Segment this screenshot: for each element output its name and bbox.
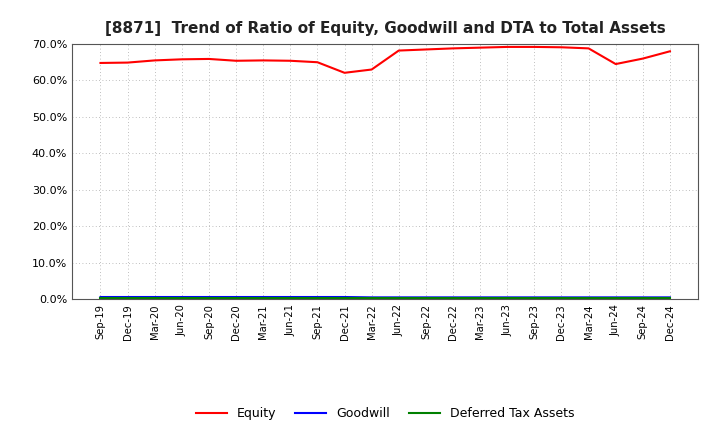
Goodwill (204, 294, 213, 300)
Equity (503, 44, 511, 50)
Equity (557, 44, 566, 50)
Deferred Tax Assets (530, 295, 539, 301)
Deferred Tax Assets (395, 295, 403, 301)
Deferred Tax Assets (178, 295, 186, 301)
Goodwill (367, 295, 376, 300)
Title: [8871]  Trend of Ratio of Equity, Goodwill and DTA to Total Assets: [8871] Trend of Ratio of Equity, Goodwil… (105, 21, 665, 36)
Goodwill (503, 295, 511, 300)
Goodwill (476, 295, 485, 300)
Goodwill (286, 294, 294, 300)
Deferred Tax Assets (584, 295, 593, 301)
Goodwill (665, 295, 674, 300)
Goodwill (96, 294, 105, 300)
Goodwill (259, 294, 268, 300)
Equity (449, 46, 457, 51)
Deferred Tax Assets (611, 295, 620, 301)
Goodwill (313, 294, 322, 300)
Deferred Tax Assets (96, 295, 105, 301)
Equity (123, 60, 132, 65)
Equity (204, 56, 213, 62)
Equity (232, 58, 240, 63)
Equity (341, 70, 349, 75)
Equity (96, 60, 105, 66)
Goodwill (123, 294, 132, 300)
Equity (611, 62, 620, 67)
Goodwill (341, 294, 349, 300)
Deferred Tax Assets (639, 295, 647, 301)
Goodwill (421, 295, 430, 300)
Equity (639, 56, 647, 61)
Deferred Tax Assets (286, 295, 294, 301)
Goodwill (178, 294, 186, 300)
Deferred Tax Assets (123, 295, 132, 301)
Goodwill (395, 295, 403, 300)
Deferred Tax Assets (313, 295, 322, 301)
Goodwill (232, 294, 240, 300)
Goodwill (150, 294, 159, 300)
Goodwill (557, 295, 566, 300)
Deferred Tax Assets (204, 295, 213, 301)
Deferred Tax Assets (421, 295, 430, 301)
Line: Equity: Equity (101, 47, 670, 73)
Equity (313, 59, 322, 65)
Legend: Equity, Goodwill, Deferred Tax Assets: Equity, Goodwill, Deferred Tax Assets (191, 403, 580, 425)
Equity (395, 48, 403, 53)
Equity (665, 49, 674, 54)
Equity (421, 47, 430, 52)
Equity (178, 57, 186, 62)
Deferred Tax Assets (449, 295, 457, 301)
Goodwill (584, 295, 593, 300)
Equity (530, 44, 539, 50)
Equity (259, 58, 268, 63)
Goodwill (449, 295, 457, 300)
Deferred Tax Assets (476, 295, 485, 301)
Equity (476, 45, 485, 50)
Deferred Tax Assets (341, 295, 349, 301)
Goodwill (530, 295, 539, 300)
Goodwill (639, 295, 647, 300)
Goodwill (611, 295, 620, 300)
Deferred Tax Assets (503, 295, 511, 301)
Equity (367, 67, 376, 72)
Deferred Tax Assets (259, 295, 268, 301)
Deferred Tax Assets (557, 295, 566, 301)
Equity (150, 58, 159, 63)
Deferred Tax Assets (232, 295, 240, 301)
Deferred Tax Assets (367, 295, 376, 301)
Deferred Tax Assets (665, 295, 674, 301)
Equity (584, 46, 593, 51)
Equity (286, 58, 294, 63)
Deferred Tax Assets (150, 295, 159, 301)
